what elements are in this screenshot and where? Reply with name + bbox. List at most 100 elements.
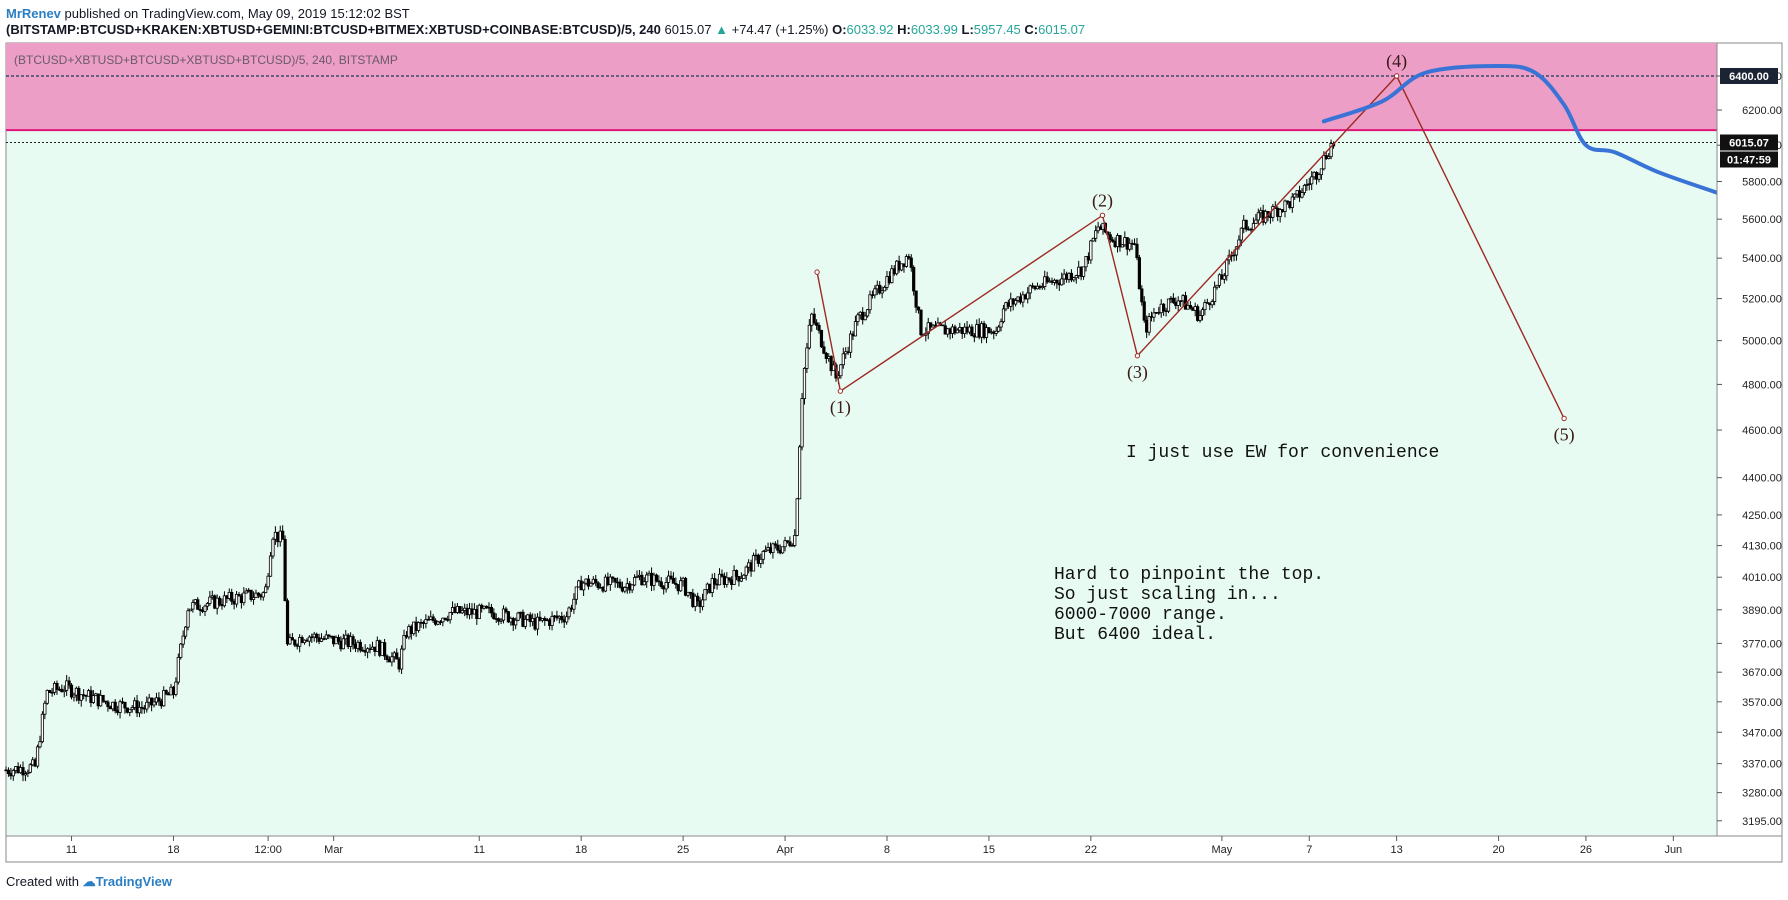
candle <box>1222 272 1226 284</box>
current-price-badge-box <box>1720 134 1778 151</box>
candle <box>399 645 404 675</box>
candle-body <box>385 655 389 660</box>
candle <box>489 603 493 618</box>
candle <box>773 541 777 549</box>
wave-point[interactable] <box>1099 212 1106 219</box>
candle-body <box>618 581 622 588</box>
candle-body <box>567 607 571 618</box>
elliott-wave-path[interactable] <box>814 73 1567 422</box>
candle-body <box>1142 301 1146 321</box>
candle <box>128 708 132 717</box>
candle-body <box>970 326 974 337</box>
candle <box>203 604 207 617</box>
candle <box>824 351 828 364</box>
y-tick-label: 3470.00 <box>1742 727 1782 739</box>
candle <box>1251 217 1256 231</box>
candle <box>994 326 998 337</box>
candle-body <box>1293 193 1297 198</box>
candle <box>79 694 83 707</box>
candle-body <box>198 608 202 611</box>
candle <box>261 591 265 601</box>
candle <box>244 588 248 594</box>
candle-body <box>1327 156 1331 159</box>
candle-body <box>878 284 882 294</box>
wave-point[interactable] <box>837 388 844 394</box>
candle <box>1069 269 1074 283</box>
candle <box>550 611 554 631</box>
candle-body <box>150 697 154 706</box>
tradingview-logo-icon[interactable]: ☁ <box>82 874 96 889</box>
tradingview-link[interactable]: TradingView <box>95 874 172 889</box>
candle <box>560 611 564 624</box>
projection-curve[interactable] <box>1321 63 1719 195</box>
up-arrow-icon: ▲ <box>715 22 728 37</box>
candle-body <box>700 599 705 608</box>
wave-point[interactable] <box>1393 73 1400 79</box>
candle-body <box>1179 300 1183 302</box>
candle-body <box>196 599 200 610</box>
candle <box>1060 272 1064 286</box>
candle <box>839 364 843 379</box>
wave-point[interactable] <box>814 269 820 275</box>
candle <box>761 549 765 565</box>
candle-body <box>671 578 676 584</box>
top-annotation[interactable]: Hard to pinpoint the top.So just scaling… <box>1054 565 1324 645</box>
plot-background <box>5 42 1718 837</box>
candle <box>907 253 911 260</box>
candle <box>565 611 569 625</box>
wave-point[interactable] <box>1561 415 1567 422</box>
candle-body <box>1089 240 1093 261</box>
candle-body <box>739 577 743 582</box>
candle <box>179 642 183 660</box>
candle <box>669 571 673 580</box>
candle <box>1256 208 1260 225</box>
candle <box>880 286 884 299</box>
annotation-line[interactable]: 6000-7000 range. <box>1054 605 1227 625</box>
candle <box>727 577 731 583</box>
wave-point[interactable] <box>1134 353 1141 359</box>
candle <box>390 652 394 667</box>
candle <box>1217 273 1222 288</box>
ew-annotation[interactable]: I just use EW for convenience <box>1126 443 1439 463</box>
annotation-line[interactable]: But 6400 ideal. <box>1054 625 1216 645</box>
candle <box>970 324 974 337</box>
candle-body <box>234 593 239 605</box>
candle-body <box>307 636 311 642</box>
price-change: +74.47 (+1.25%) <box>731 22 829 37</box>
candle-body <box>1152 312 1156 318</box>
wave-line[interactable] <box>816 74 1565 419</box>
y-tick-label: 3890.00 <box>1742 605 1782 617</box>
candle-body <box>38 741 42 748</box>
candle-body <box>1069 272 1074 281</box>
candle <box>732 565 736 586</box>
candle-body <box>1026 292 1030 300</box>
candle <box>596 581 600 590</box>
annotation-line[interactable]: So just scaling in... <box>1054 585 1281 605</box>
candle <box>890 264 894 284</box>
candle <box>152 697 156 708</box>
candle-body <box>506 611 510 623</box>
candle-body <box>926 322 930 334</box>
candle-body <box>781 546 785 554</box>
wave-label: (4) <box>1386 51 1407 72</box>
candle-body <box>613 577 617 583</box>
candle-body <box>1317 174 1321 180</box>
annotation-line[interactable]: Hard to pinpoint the top. <box>1054 565 1324 585</box>
author-link[interactable]: MrRenev <box>6 6 61 21</box>
close-label: C: <box>1024 22 1039 37</box>
candle <box>45 689 49 705</box>
candle-body <box>101 694 105 702</box>
candle <box>181 630 185 648</box>
candle <box>1200 307 1205 321</box>
candle-body <box>145 701 149 710</box>
candle <box>1074 274 1078 284</box>
candle-body <box>664 582 668 590</box>
price-axis[interactable]: 3195.00 3280.00 3370.00 3470.00 3570.00 3670.… <box>1716 42 1783 837</box>
candle-body <box>1171 297 1175 303</box>
candle <box>1118 235 1122 252</box>
candle <box>40 711 45 744</box>
x-tick-label: 18 <box>575 844 587 856</box>
candle <box>873 285 877 299</box>
time-axis[interactable]: 11 18 12:00 Mar 11 18 25 Apr 8 15 22 May 7 13 20 26 Jun <box>5 835 1783 863</box>
